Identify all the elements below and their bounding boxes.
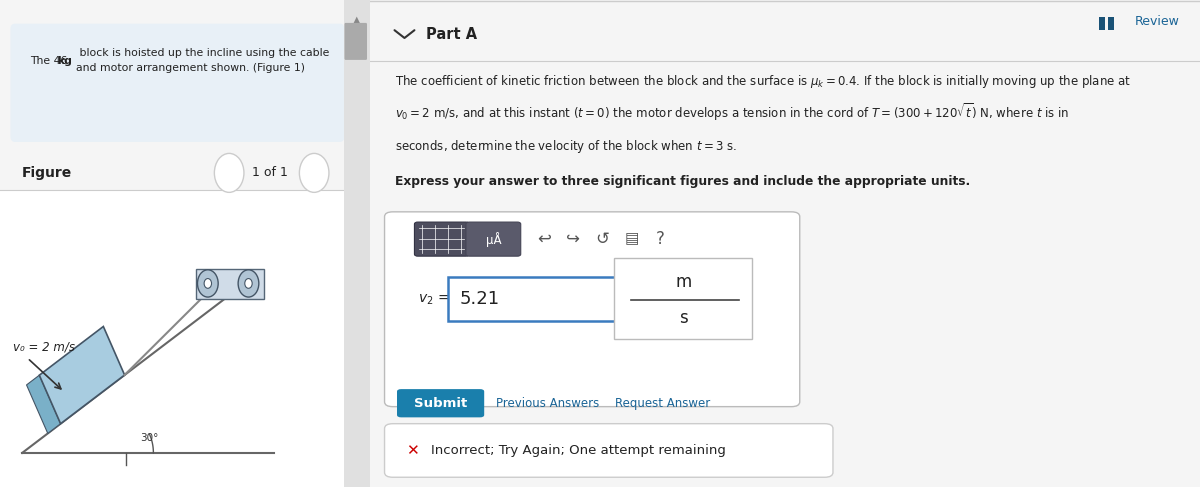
- Text: The 46: The 46: [30, 56, 71, 66]
- Text: The coefficient of kinetic friction between the block and the surface is $\mu_k : The coefficient of kinetic friction betw…: [395, 73, 1130, 90]
- FancyBboxPatch shape: [466, 222, 521, 256]
- Text: ▲: ▲: [353, 15, 360, 24]
- Text: 30°: 30°: [140, 433, 158, 443]
- Text: Figure: Figure: [22, 166, 72, 180]
- FancyBboxPatch shape: [11, 24, 343, 141]
- Text: ✕: ✕: [407, 443, 419, 458]
- Text: <: <: [223, 166, 235, 180]
- FancyBboxPatch shape: [343, 0, 370, 487]
- Text: $v_0 = 2\ \mathrm{m/s}$, and at this instant ($t = 0$) the motor develops a tens: $v_0 = 2\ \mathrm{m/s}$, and at this ins…: [395, 101, 1069, 123]
- Circle shape: [198, 270, 218, 297]
- Text: ↪: ↪: [566, 230, 580, 248]
- FancyBboxPatch shape: [344, 23, 367, 60]
- Circle shape: [238, 270, 259, 297]
- Text: block is hoisted up the incline using the cable
and motor arrangement shown. (Fi: block is hoisted up the incline using th…: [76, 49, 329, 73]
- FancyBboxPatch shape: [1108, 17, 1115, 30]
- Text: 5.21: 5.21: [460, 290, 499, 308]
- Text: >: >: [308, 166, 320, 180]
- Text: seconds, determine the velocity of the block when $t = 3$ s.: seconds, determine the velocity of the b…: [395, 138, 737, 155]
- Polygon shape: [26, 375, 60, 433]
- Text: μÅ: μÅ: [486, 232, 502, 246]
- Text: Request Answer: Request Answer: [614, 397, 710, 410]
- Text: ▤: ▤: [625, 232, 640, 246]
- FancyBboxPatch shape: [448, 277, 617, 321]
- Text: Express your answer to three significant figures and include the appropriate uni: Express your answer to three significant…: [395, 175, 970, 188]
- FancyBboxPatch shape: [397, 389, 484, 417]
- FancyBboxPatch shape: [1099, 17, 1105, 30]
- FancyBboxPatch shape: [0, 190, 343, 487]
- Text: v₀ = 2 m/s: v₀ = 2 m/s: [12, 340, 74, 353]
- Text: ?: ?: [656, 230, 665, 248]
- Circle shape: [215, 153, 244, 192]
- FancyBboxPatch shape: [414, 222, 469, 256]
- Polygon shape: [40, 326, 125, 424]
- Text: s: s: [679, 309, 688, 327]
- Circle shape: [245, 279, 252, 288]
- Text: Previous Answers: Previous Answers: [496, 397, 599, 410]
- FancyBboxPatch shape: [384, 424, 833, 477]
- Text: Part A: Part A: [426, 27, 478, 41]
- Text: kg: kg: [58, 56, 72, 66]
- FancyBboxPatch shape: [384, 212, 799, 407]
- Text: ↺: ↺: [595, 230, 610, 248]
- Text: Submit: Submit: [414, 397, 467, 410]
- Circle shape: [204, 279, 211, 288]
- FancyBboxPatch shape: [613, 258, 752, 339]
- Text: $v_2$ =: $v_2$ =: [418, 292, 449, 307]
- Circle shape: [299, 153, 329, 192]
- Text: m: m: [676, 274, 691, 291]
- Text: Review: Review: [1134, 16, 1180, 28]
- Text: Incorrect; Try Again; One attempt remaining: Incorrect; Try Again; One attempt remain…: [431, 444, 726, 457]
- Text: ↩: ↩: [538, 230, 551, 248]
- FancyBboxPatch shape: [196, 269, 264, 299]
- Text: 1 of 1: 1 of 1: [252, 167, 288, 179]
